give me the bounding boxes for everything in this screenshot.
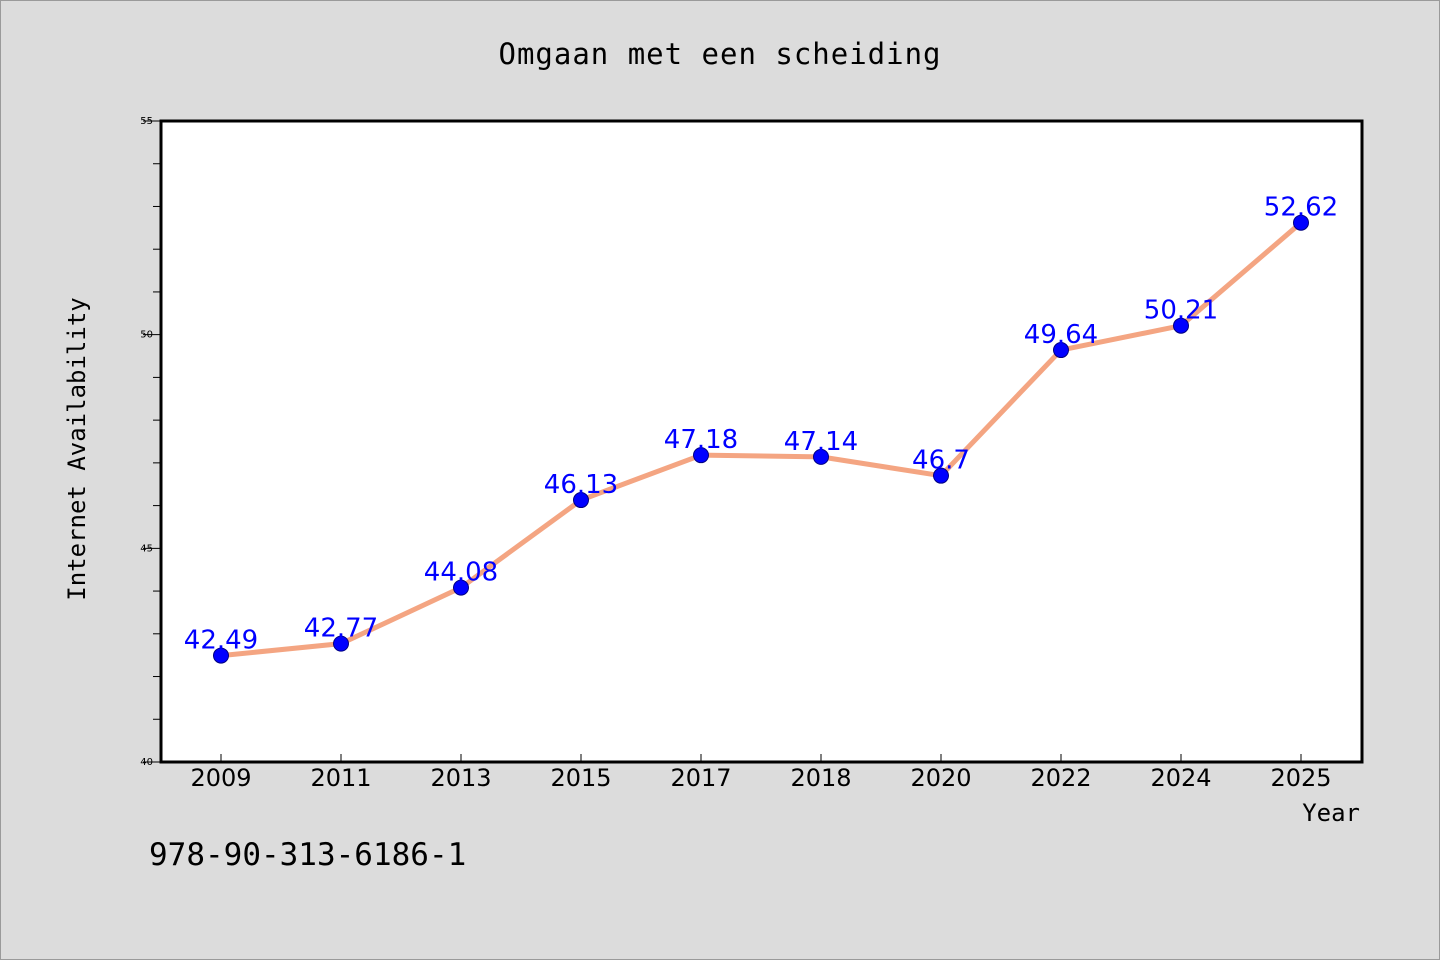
data-label: 52.62 <box>1264 193 1338 223</box>
y-axis-ticks <box>143 120 161 763</box>
data-label: 47.14 <box>784 427 858 457</box>
y-tick-label: 45 <box>140 543 153 554</box>
data-point <box>1293 214 1309 231</box>
y-tick-label: 55 <box>140 116 153 127</box>
x-tick-label: 2020 <box>910 764 971 792</box>
data-point <box>333 635 349 652</box>
data-label: 50.21 <box>1144 296 1218 326</box>
isbn-text: 978-90-313-6186-1 <box>149 837 466 873</box>
data-labels: 42.49 42.77 44.08 46.13 47.18 47.14 46.7 49.64 5… <box>184 193 1338 656</box>
x-axis-label: Year <box>1302 799 1360 827</box>
x-tick-label: 2022 <box>1030 764 1091 792</box>
x-tick-label: 2009 <box>190 764 251 792</box>
plot-area <box>161 121 1362 762</box>
data-label: 46.7 <box>912 446 970 476</box>
data-markers <box>213 214 1309 664</box>
data-label: 49.64 <box>1024 320 1098 350</box>
plot-frame <box>159 119 1364 764</box>
data-point <box>813 448 829 465</box>
x-tick-label: 2017 <box>670 764 731 792</box>
x-tick-label: 2011 <box>310 764 371 792</box>
data-point <box>453 579 469 596</box>
x-axis-tick-labels: 2009 2011 2013 2015 2017 2018 2020 2022 2024 2025 <box>190 764 1331 792</box>
data-label: 42.77 <box>304 614 378 644</box>
y-tick-label: 40 <box>140 757 153 768</box>
y-axis-tick-labels: 40 45 50 55 <box>140 116 153 768</box>
data-label: 46.13 <box>544 470 618 500</box>
x-tick-label: 2024 <box>1150 764 1211 792</box>
data-point <box>213 647 229 664</box>
data-label: 42.49 <box>184 626 258 656</box>
x-tick-label: 2015 <box>550 764 611 792</box>
data-point <box>1053 342 1069 359</box>
y-axis-label: Internet Availability <box>63 297 91 600</box>
data-point <box>933 467 949 484</box>
x-tick-label: 2013 <box>430 764 491 792</box>
data-label: 47.18 <box>664 425 738 455</box>
data-point <box>693 447 709 464</box>
chart-title: Omgaan met een scheiding <box>498 37 941 71</box>
y-tick-label: 50 <box>140 330 153 341</box>
x-tick-label: 2018 <box>790 764 851 792</box>
data-label: 44.08 <box>424 558 498 588</box>
data-point <box>573 492 589 509</box>
data-point <box>1173 317 1189 334</box>
series-line <box>218 220 1304 659</box>
x-tick-label: 2025 <box>1270 764 1331 792</box>
